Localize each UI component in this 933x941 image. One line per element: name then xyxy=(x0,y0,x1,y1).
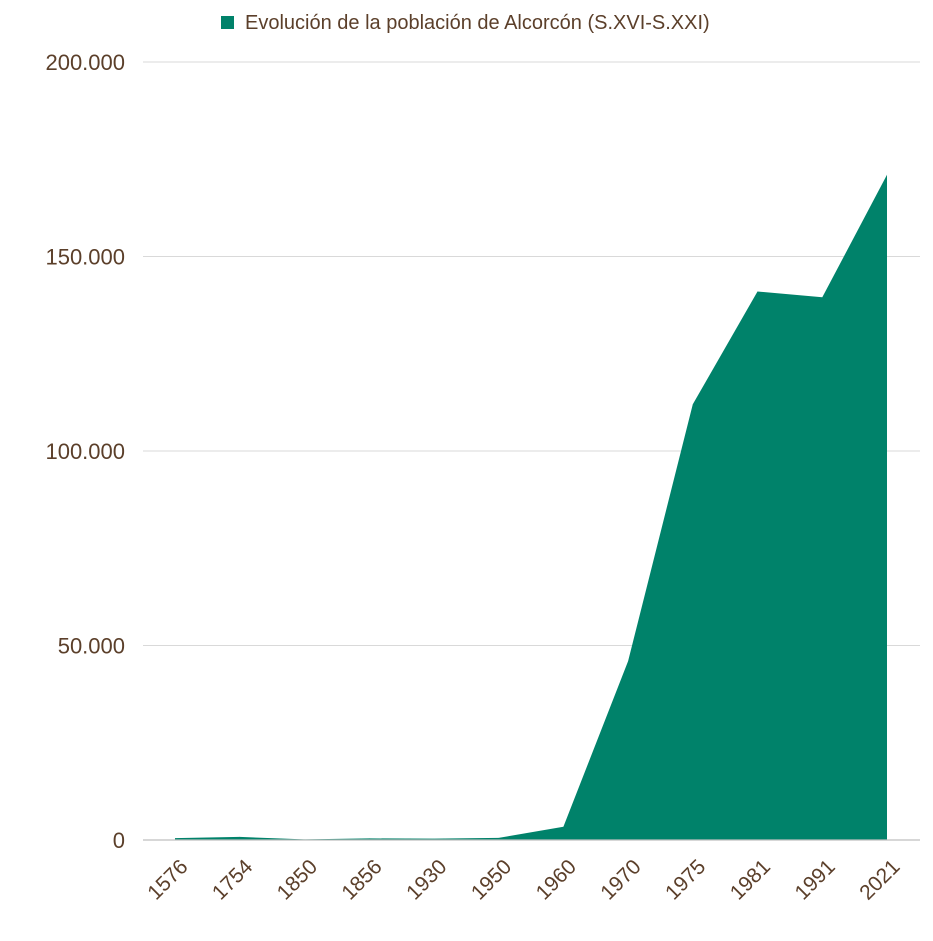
x-tick-label: 1975 xyxy=(661,855,710,904)
x-tick-label: 1950 xyxy=(467,855,516,904)
x-tick-label: 1991 xyxy=(791,855,840,904)
x-tick-label: 1754 xyxy=(208,855,258,905)
area-series-poblacion xyxy=(175,175,887,840)
x-tick-label: 1981 xyxy=(726,855,775,904)
x-tick-label: 1970 xyxy=(596,855,645,904)
legend: Evolución de la población de Alcorcón (S… xyxy=(221,12,710,34)
y-axis-tick-labels: 0 50.000 100.000 150.000 200.000 xyxy=(45,50,125,853)
x-tick-label: 1576 xyxy=(143,855,192,904)
legend-label: Evolución de la población de Alcorcón (S… xyxy=(245,12,710,34)
y-tick-label: 150.000 xyxy=(45,245,125,270)
x-axis-tick-labels: 1576 1754 1850 1856 1930 1950 1960 1970 1975 1981… xyxy=(143,855,904,905)
x-tick-label: 2021 xyxy=(855,855,904,904)
x-tick-label: 1856 xyxy=(337,855,386,904)
x-tick-label: 1960 xyxy=(532,855,581,904)
y-tick-label: 100.000 xyxy=(45,439,125,464)
x-tick-label: 1930 xyxy=(402,855,451,904)
legend-swatch xyxy=(221,16,234,29)
x-tick-label: 1850 xyxy=(273,855,322,904)
area-layer xyxy=(175,175,887,840)
y-tick-label: 50.000 xyxy=(58,634,125,659)
y-tick-label: 200.000 xyxy=(45,50,125,75)
y-tick-label: 0 xyxy=(113,828,125,853)
